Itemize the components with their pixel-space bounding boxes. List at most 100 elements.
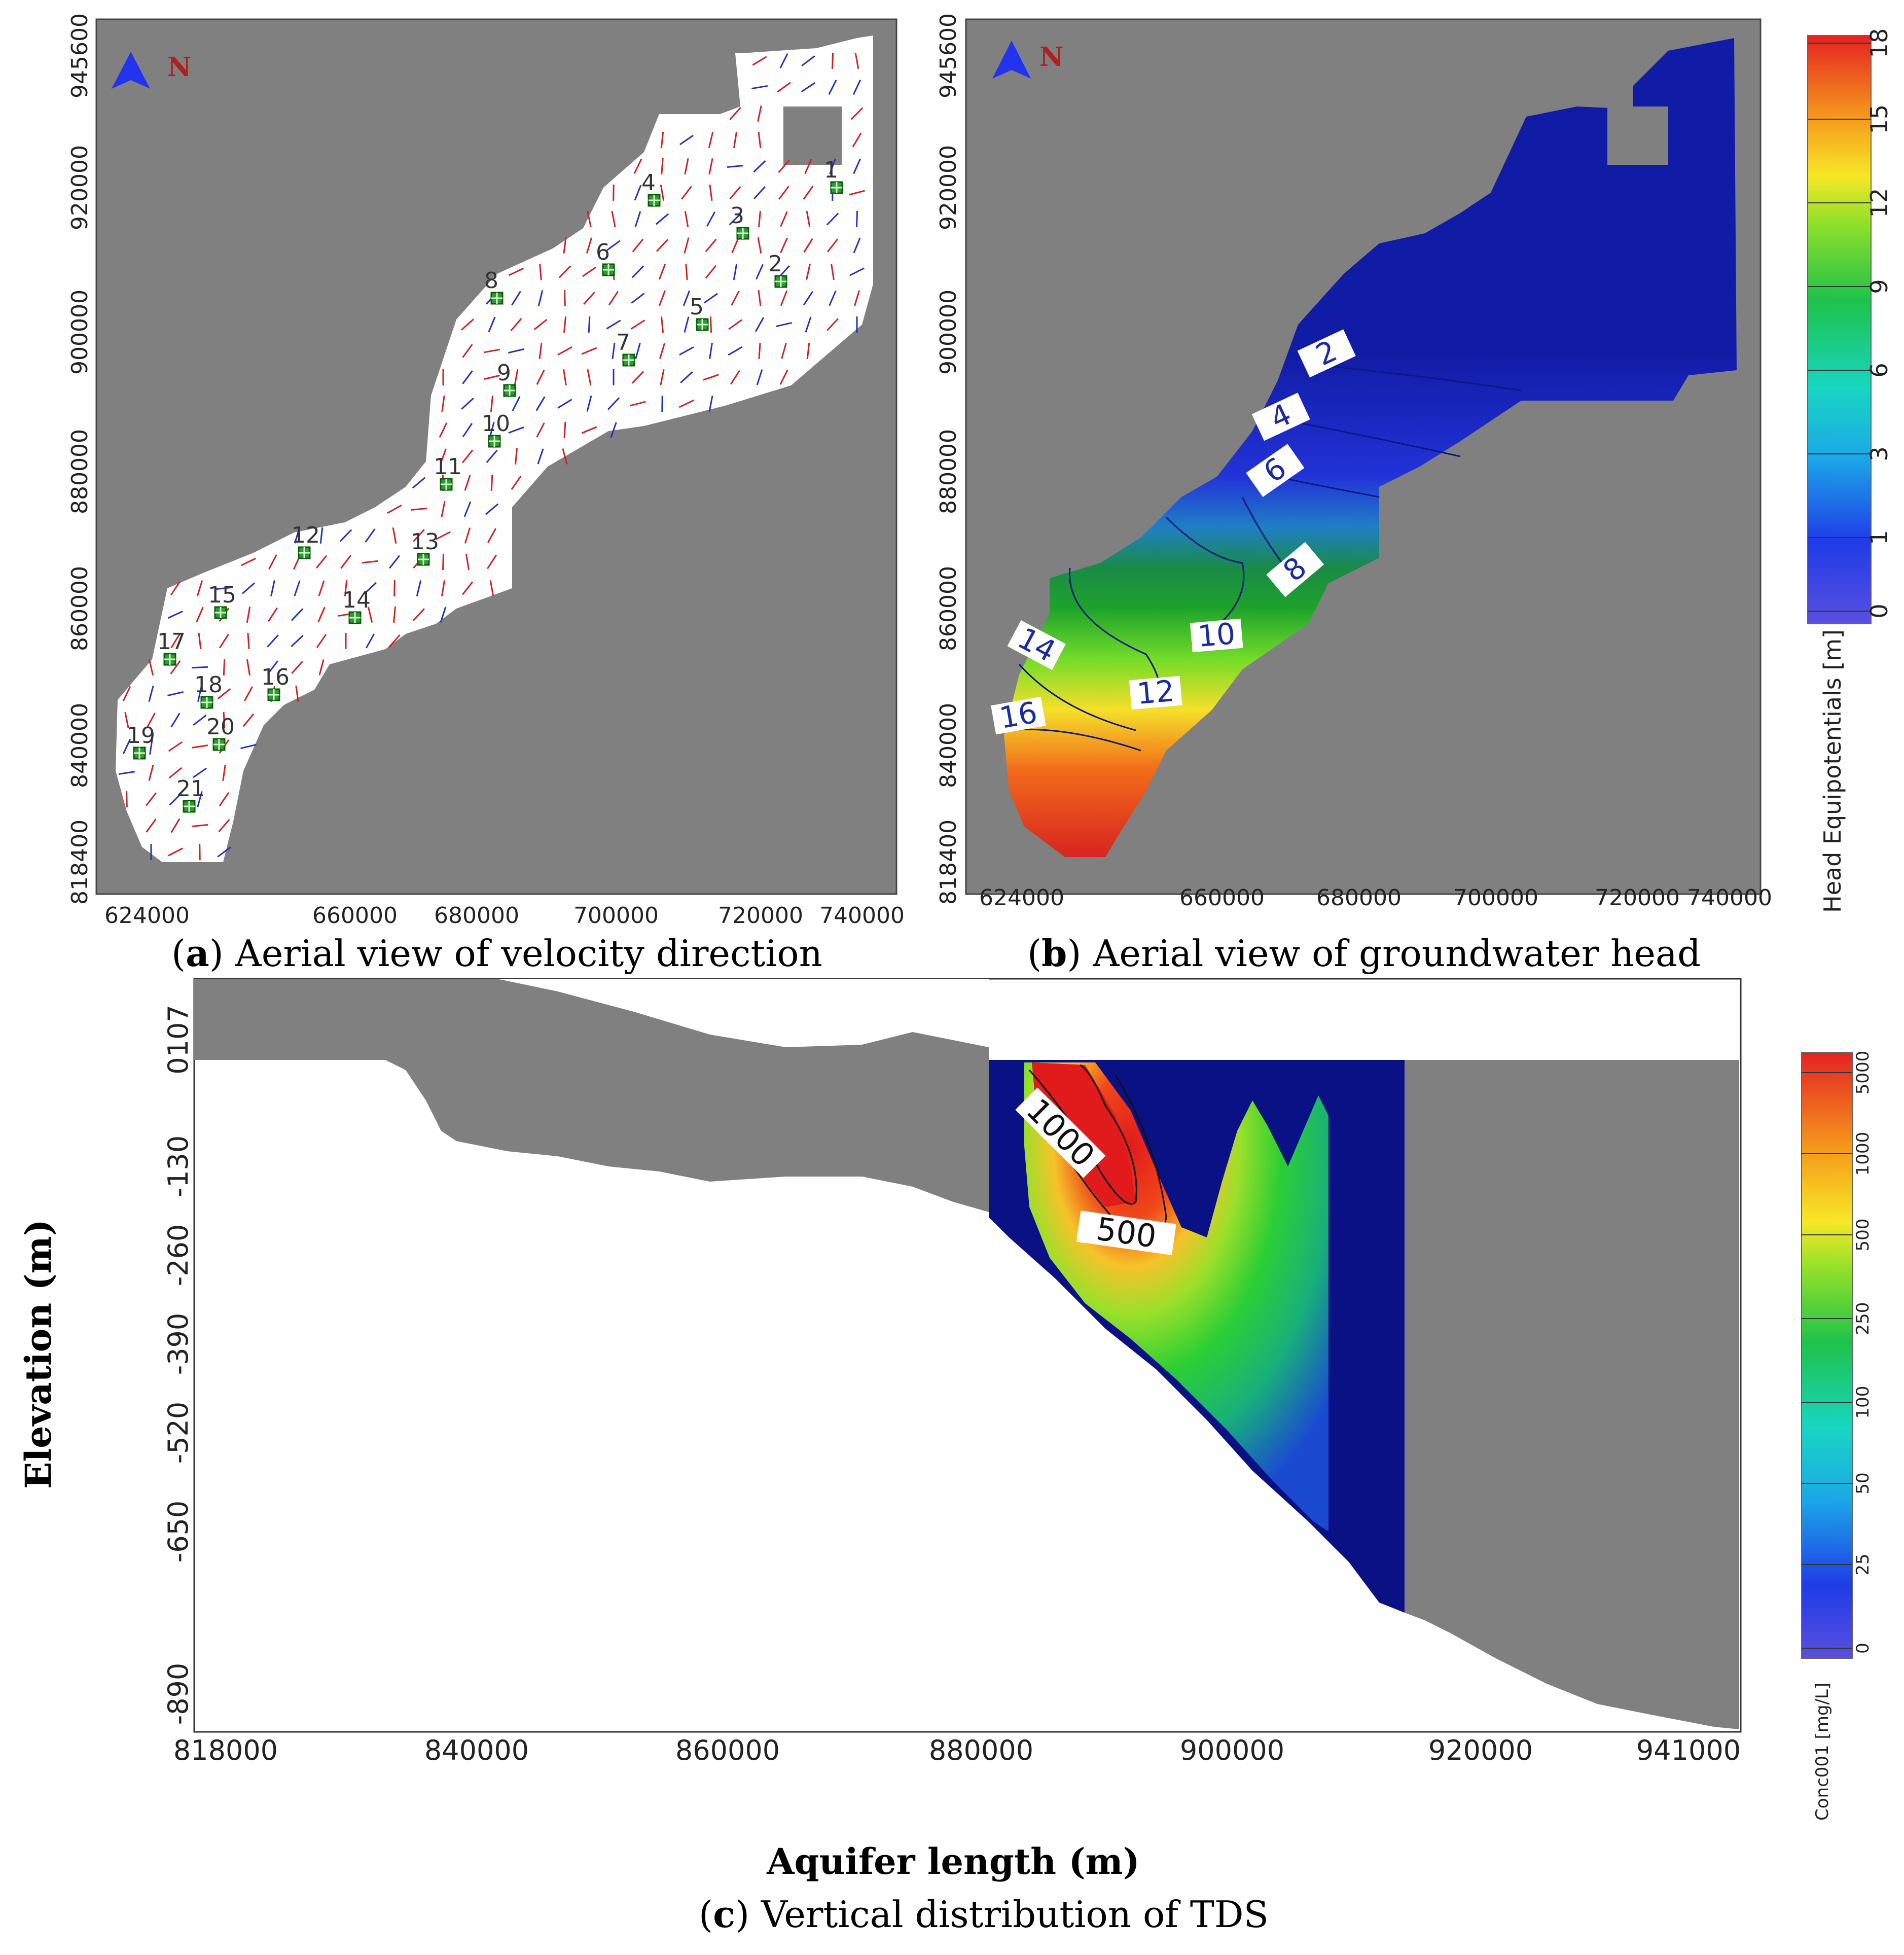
- velocity-vector: [708, 132, 714, 148]
- velocity-vector: [731, 237, 739, 254]
- contour-line: [1287, 420, 1461, 457]
- contour-label-box: [1297, 329, 1356, 378]
- x-tick: 840000: [424, 1734, 529, 1766]
- y-tick: 900000: [936, 290, 961, 375]
- velocity-vector: [558, 265, 571, 278]
- contour-label: 16: [991, 695, 1046, 735]
- velocity-vector: [659, 290, 666, 306]
- velocity-vector: [630, 319, 645, 330]
- north-label: N: [1039, 42, 1064, 73]
- velocity-vector: [828, 80, 837, 95]
- contour-label-text: 500: [1094, 1210, 1159, 1255]
- velocity-vector: [533, 318, 548, 331]
- velocity-vector: [854, 52, 859, 69]
- velocity-vector: [751, 85, 768, 90]
- colorbar-tick-label: 25: [1853, 1553, 1873, 1575]
- velocity-vector: [779, 370, 788, 385]
- velocity-vector: [776, 322, 792, 328]
- velocity-vector: [339, 529, 352, 542]
- well-marker: 5: [690, 294, 709, 331]
- y-tick: -890: [162, 1663, 194, 1725]
- velocity-vector: [148, 659, 154, 676]
- velocity-vector: [295, 685, 299, 702]
- velocity-vector: [489, 580, 494, 597]
- velocity-vector: [122, 686, 131, 702]
- velocity-vector: [488, 316, 496, 333]
- velocity-vector: [728, 319, 742, 330]
- velocity-vector: [849, 190, 865, 196]
- well-label: 10: [482, 411, 510, 437]
- y-tick: -650: [162, 1501, 194, 1563]
- x-tick: 720000 740000: [1595, 885, 1772, 911]
- velocity-vector: [729, 212, 742, 226]
- colorbar-tick-label: 1: [1865, 530, 1893, 545]
- well-label: 15: [208, 582, 236, 608]
- velocity-vector: [656, 239, 669, 252]
- y-tick: 945600: [936, 13, 961, 98]
- velocity-vector: [218, 819, 230, 833]
- panel-b-caption: (b) Aerial view of groundwater head: [1027, 932, 1701, 975]
- velocity-vector: [703, 374, 719, 381]
- velocity-vector: [170, 660, 181, 674]
- y-tick: -520: [162, 1402, 194, 1464]
- well-marker: 10: [482, 411, 510, 448]
- well-label: 13: [411, 529, 439, 555]
- velocity-vector: [170, 713, 181, 728]
- head-colorbar-ticks: 0 1 3 6 9 12 15 18: [1808, 28, 1893, 619]
- well-label: 21: [176, 776, 205, 802]
- velocity-vector: [167, 610, 184, 619]
- velocity-vector: [149, 738, 153, 755]
- velocity-vector: [582, 266, 597, 277]
- velocity-vector: [562, 448, 568, 465]
- velocity-vector: [538, 342, 543, 360]
- velocity-vector: [777, 82, 791, 93]
- velocity-vector: [758, 131, 762, 149]
- colorbar-tick-label: 500: [1853, 1219, 1873, 1252]
- velocity-vector: [756, 369, 763, 385]
- velocity-vector: [757, 105, 762, 122]
- velocity-vector: [704, 293, 718, 304]
- velocity-vector: [365, 633, 375, 649]
- velocity-vector: [191, 744, 208, 749]
- velocity-vector: [829, 158, 836, 174]
- velocity-vector: [511, 476, 522, 490]
- velocity-vector: [731, 291, 740, 306]
- velocity-vector: [583, 292, 595, 305]
- velocity-vector: [223, 712, 226, 729]
- velocity-vector: [416, 580, 422, 596]
- velocity-vector: [461, 318, 474, 331]
- panel-b-head-field: [1004, 38, 1737, 857]
- velocity-vector: [685, 263, 688, 280]
- velocity-vector: [806, 342, 810, 360]
- panel-a-x-axis: 624000 660000 680000 700000 720000 74000…: [104, 903, 905, 929]
- velocity-vector: [464, 527, 471, 544]
- velocity-vector: [413, 529, 425, 542]
- velocity-vector: [801, 82, 816, 93]
- velocity-vector: [294, 527, 300, 544]
- contour-label-box: [1190, 618, 1243, 653]
- velocity-vector: [483, 348, 500, 353]
- velocity-vector: [729, 186, 741, 200]
- y-tick: 880000: [936, 429, 961, 514]
- velocity-vector: [217, 688, 231, 700]
- y-tick: 860000: [67, 566, 93, 651]
- velocity-vector: [606, 240, 621, 251]
- velocity-vector: [728, 346, 743, 356]
- x-tick: 700000: [573, 903, 659, 929]
- velocity-vector: [586, 237, 593, 254]
- velocity-vector: [633, 158, 642, 174]
- panel-c-x-label: Aquifer length (m): [766, 1840, 1140, 1882]
- velocity-vector: [853, 290, 860, 306]
- contour-label: 2: [1297, 329, 1356, 378]
- well-label: 9: [497, 360, 511, 386]
- velocity-vector: [708, 158, 713, 174]
- velocity-vector: [219, 633, 229, 649]
- caption-letter: a: [186, 932, 209, 975]
- velocity-vector: [631, 265, 644, 278]
- velocity-vector: [660, 369, 665, 385]
- velocity-vector: [806, 264, 811, 280]
- well-label: 8: [484, 268, 498, 294]
- velocity-vector: [630, 401, 646, 407]
- y-tick: 920000: [67, 145, 93, 230]
